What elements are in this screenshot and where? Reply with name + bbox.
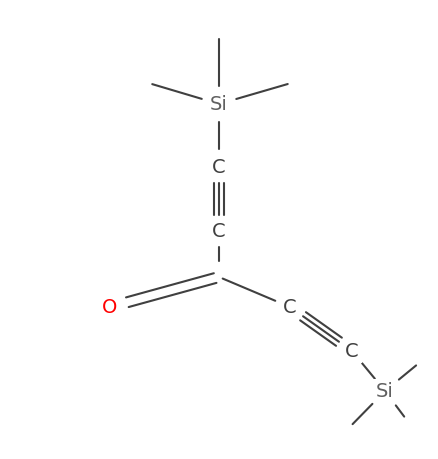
Text: C: C: [345, 342, 359, 361]
Text: O: O: [102, 298, 118, 317]
Text: C: C: [212, 158, 226, 177]
Text: Si: Si: [376, 382, 394, 401]
Text: Si: Si: [210, 95, 228, 114]
Text: C: C: [283, 298, 297, 317]
Text: C: C: [212, 222, 226, 241]
